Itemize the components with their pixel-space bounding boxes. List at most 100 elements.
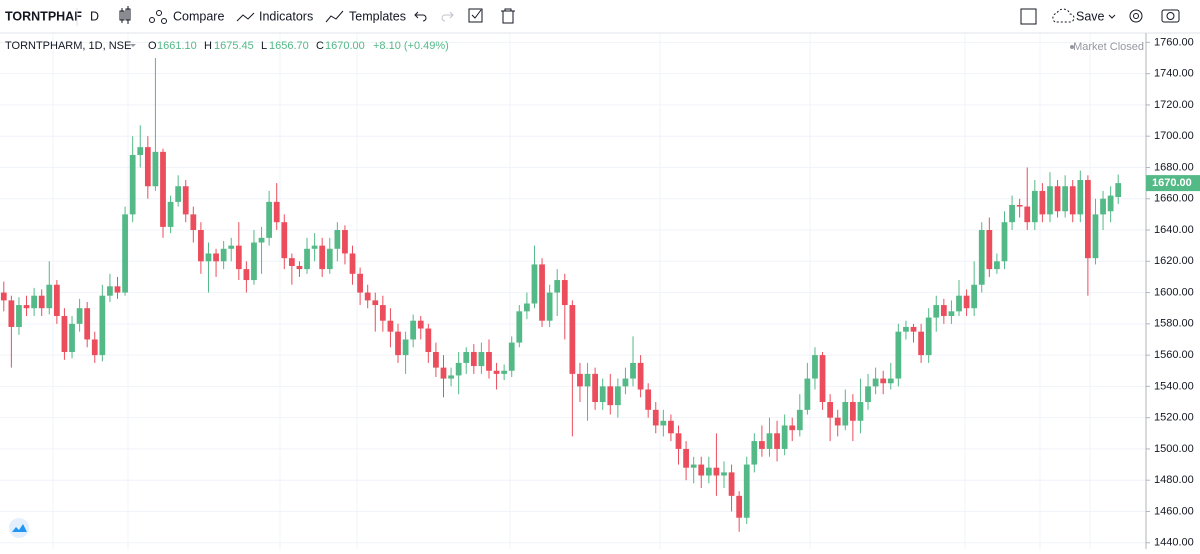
candle-body [61, 316, 68, 352]
candle-body [872, 378, 879, 387]
interval[interactable]: D [90, 9, 99, 23]
candle-body [978, 230, 985, 285]
cloud-icon[interactable] [1052, 8, 1075, 23]
candle-body [1092, 214, 1099, 259]
delete[interactable] [501, 8, 515, 24]
candle-body [675, 433, 682, 449]
last-price-label: 1670.00 [1152, 177, 1192, 189]
candle-body [410, 320, 417, 340]
candle-body [395, 331, 401, 356]
indicators-icon[interactable] [236, 12, 255, 22]
templates-icon[interactable] [325, 10, 344, 23]
camera[interactable] [1161, 9, 1180, 23]
compare-icon[interactable] [149, 10, 167, 24]
candle-body [895, 331, 902, 379]
save[interactable]: Save [1076, 9, 1105, 23]
candle-body [334, 230, 341, 249]
snapshot-check[interactable] [468, 8, 483, 23]
legend-value: 1670.00 [325, 40, 365, 52]
candle-body [23, 305, 30, 309]
candle-body [683, 448, 689, 468]
candle-body [584, 373, 591, 387]
legend-key: O [148, 40, 157, 52]
candle-body [122, 214, 128, 293]
candle-body [1016, 205, 1023, 207]
y-tick-label: 1760.00 [1154, 36, 1194, 48]
candle-body [698, 464, 705, 476]
y-tick-label: 1480.00 [1154, 474, 1194, 486]
candle-body [925, 317, 932, 356]
status-dot [1070, 45, 1074, 49]
templates[interactable]: Templates [349, 9, 406, 23]
candle-body [258, 237, 265, 243]
candle-body [721, 472, 727, 476]
candle-body [569, 305, 576, 374]
candle-body [1115, 183, 1122, 198]
candle-body [190, 214, 197, 231]
y-tick-label: 1520.00 [1154, 412, 1194, 424]
candle-icon[interactable] [119, 6, 131, 24]
redo[interactable] [441, 11, 454, 22]
candle-body [743, 464, 750, 518]
candle-body [448, 375, 454, 379]
candle-body [736, 495, 743, 518]
compare[interactable]: Compare [173, 9, 224, 23]
symbol[interactable]: TORNTPHAF [5, 9, 82, 23]
candle-body [182, 186, 189, 215]
legend-menu[interactable] [130, 44, 136, 47]
settings[interactable] [1129, 9, 1143, 23]
candle-body [1009, 205, 1015, 223]
candle-body [0, 292, 7, 301]
candle-body [46, 284, 53, 309]
candle-body [561, 280, 568, 306]
y-tick-label: 1680.00 [1154, 161, 1194, 173]
camera-lens [1166, 12, 1175, 20]
y-tick-label: 1660.00 [1154, 193, 1194, 205]
indicators[interactable]: Indicators [259, 9, 313, 23]
candle-body [38, 295, 45, 309]
candle-body [796, 409, 803, 431]
candle-body [342, 230, 348, 254]
candle-body [1069, 186, 1076, 215]
save-menu[interactable] [1108, 14, 1116, 19]
candle-body [812, 355, 818, 379]
legend-value: 1656.70 [269, 40, 309, 52]
candle-body [349, 253, 356, 274]
candle-body [759, 441, 765, 449]
candle-body [493, 370, 500, 374]
candle-body [1054, 186, 1061, 212]
candle-body [713, 467, 720, 476]
candle-body [903, 326, 909, 332]
legend-value: 1675.45 [214, 40, 254, 52]
candle-body [599, 386, 606, 403]
fullscreen[interactable] [1020, 8, 1037, 25]
candle-body [524, 303, 530, 312]
candle-body [1077, 179, 1084, 215]
candle-body [84, 308, 91, 340]
candle-body [501, 370, 508, 374]
candle-body [1031, 190, 1038, 223]
candle-body [1062, 186, 1069, 212]
undo[interactable] [414, 11, 427, 22]
candle-body [1085, 179, 1091, 259]
candle-body [425, 328, 432, 352]
candle-body [311, 245, 318, 249]
candle-body [789, 425, 796, 431]
candle-body [614, 386, 621, 406]
candle-body [8, 300, 15, 327]
candle-body [865, 386, 871, 403]
candle-body [546, 292, 553, 321]
logo [9, 518, 29, 538]
candle-body [478, 351, 485, 367]
candle-body [273, 201, 280, 223]
candle-body [205, 253, 212, 262]
candle-body [319, 245, 326, 270]
market-status: Market Closed [1073, 41, 1144, 53]
candle-body [774, 433, 780, 449]
candle-body [455, 362, 462, 376]
candle-body [288, 258, 295, 266]
candle-body [751, 441, 758, 465]
candle-body [857, 402, 864, 421]
candle-body [971, 284, 978, 309]
